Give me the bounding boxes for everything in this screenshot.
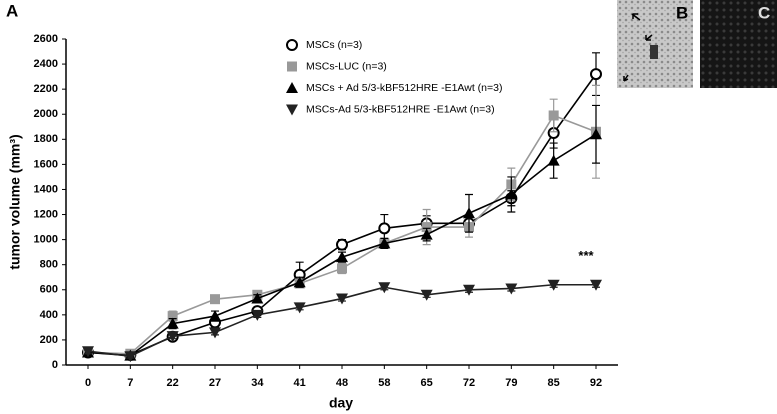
panel-label: B [676,3,688,22]
marker [336,251,348,263]
legend-label: MSCs-Ad 5/3-kBF512HRE -E1Awt (n=3) [306,103,495,115]
marker [420,228,433,240]
marker [251,309,264,321]
y-tick-label: 200 [40,334,58,346]
y-tick-label: 2400 [34,58,58,70]
marker [293,276,306,288]
panel-label: A [6,1,18,20]
marker [82,346,94,358]
arrows [623,13,653,82]
y-tick-label: 600 [40,284,58,296]
marker [378,222,391,235]
marker [505,283,518,295]
marker [378,282,391,294]
series-line [87,73,597,356]
x-tick-label: 48 [336,377,348,389]
y-tick-label: 2200 [34,83,58,95]
x-tick-label: 7 [127,377,133,389]
x-axis-title: day [329,395,353,411]
marker [124,351,137,363]
marker [166,317,179,329]
panel-label: C [758,3,770,22]
x-tick-label: 92 [590,377,602,389]
marker [420,289,433,301]
legend-marker [286,39,298,51]
x-tick-label: 58 [378,377,390,389]
x-tick-label: 0 [85,377,91,389]
x-tick-label: 72 [463,377,475,389]
y-tick-label: 1400 [34,183,58,195]
legend-marker [286,104,298,116]
marker [167,311,178,322]
y-tick-label: 2000 [34,108,58,120]
x-tick-label: 41 [294,377,306,389]
legend-label: MSCs-LUC (n=3) [306,60,387,72]
marker [166,331,179,343]
marker [378,237,391,249]
marker [336,293,348,305]
marker [337,263,347,274]
marker [421,222,432,233]
marker [209,310,221,322]
y-tick-label: 1800 [34,133,58,145]
micrograph-c [700,0,777,88]
marker [590,128,602,140]
marker [463,207,475,219]
marker [209,327,221,339]
legend-label: MSCs + Ad 5/3-kBF512HRE -E1Awt (n=3) [306,82,502,94]
marker [251,292,264,304]
y-tick-label: 1200 [34,208,58,220]
marker [293,302,306,314]
marker [336,238,348,251]
cell-cluster [650,45,658,59]
annotation: *** [578,248,594,263]
x-tick-label: 22 [167,377,179,389]
micrograph-b [617,0,693,88]
y-tick-label: 800 [40,259,58,271]
marker [547,154,560,166]
y-axis-title: tumor volume (mm³) [7,134,23,269]
marker [505,188,518,200]
legend-marker [287,61,297,72]
y-tick-label: 1600 [34,158,58,170]
x-tick-label: 79 [505,377,517,389]
x-tick-label: 65 [421,377,433,389]
series-line [87,114,597,355]
x-tick-label: 34 [251,377,264,389]
marker [210,294,220,305]
marker [590,279,602,291]
marker [463,284,475,296]
legend-label: MSCs (n=3) [306,39,362,51]
x-tick-label: 27 [209,377,221,389]
y-tick-label: 2600 [34,33,58,45]
marker [590,68,602,81]
marker [547,279,560,291]
y-tick-label: 1000 [34,234,58,246]
y-tick-label: 400 [40,309,58,321]
marker [548,110,559,121]
y-tick-label: 0 [52,359,58,371]
legend-marker [286,82,298,93]
x-tick-label: 85 [548,377,560,389]
